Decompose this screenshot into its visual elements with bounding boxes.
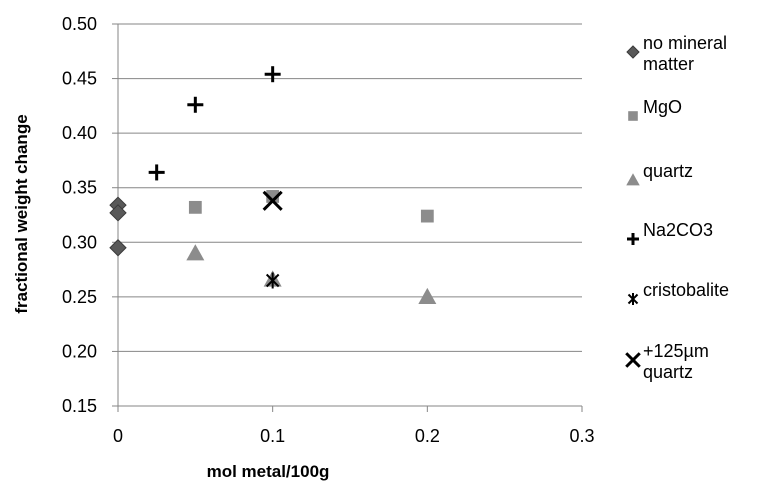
y-tick-labels: 0.15 0.20 0.25 0.30 0.35 0.40 0.45 0.50 — [62, 14, 97, 416]
y-tick-label: 0.40 — [62, 123, 97, 143]
x-stroke — [262, 190, 283, 211]
y-tick-label: 0.15 — [62, 396, 97, 416]
series-x — [262, 190, 283, 211]
data-point — [262, 190, 283, 211]
legend-marker — [627, 293, 639, 305]
legend-label: Na2CO3 — [643, 220, 713, 240]
data-points — [109, 66, 437, 305]
series-diamond — [109, 196, 127, 257]
data-point — [109, 204, 127, 222]
data-point — [418, 287, 437, 305]
data-point — [188, 200, 202, 214]
data-point — [186, 244, 205, 261]
data-point — [420, 209, 434, 223]
data-point — [187, 96, 204, 113]
data-point — [109, 239, 127, 257]
x-stroke — [625, 352, 641, 368]
legend-label: MgO — [643, 97, 682, 117]
series-asterisk — [265, 272, 280, 289]
x-tick-label: 0.2 — [415, 426, 440, 446]
legend-label: cristobalite — [643, 280, 729, 300]
legend-marker — [625, 352, 641, 368]
y-tick-label: 0.50 — [62, 14, 97, 34]
axes — [112, 23, 583, 412]
legend-marker — [627, 233, 639, 245]
legend-label: no mineral — [643, 33, 727, 53]
data-point — [148, 164, 165, 181]
y-axis-title: fractional weight change — [12, 114, 31, 313]
y-tick-label: 0.45 — [62, 69, 97, 89]
legend-label: quartz — [643, 161, 693, 181]
x-tick-label: 0.1 — [260, 426, 285, 446]
x-axis-title: mol metal/100g — [207, 462, 330, 481]
y-tick-label: 0.20 — [62, 341, 97, 361]
gridlines — [118, 23, 582, 407]
x-tick-label: 0.3 — [569, 426, 594, 446]
y-tick-label: 0.30 — [62, 232, 97, 252]
y-tick-label: 0.25 — [62, 287, 97, 307]
legend-marker — [626, 45, 640, 59]
legend-label: matter — [643, 54, 694, 74]
series-plus — [148, 66, 281, 181]
y-tick-label: 0.35 — [62, 178, 97, 198]
data-point — [264, 66, 281, 83]
legend-marker — [626, 173, 640, 186]
legend-label: +125µm — [643, 341, 709, 361]
legend-label: quartz — [643, 362, 693, 382]
x-tick-label: 0 — [113, 426, 123, 446]
series-triangle — [186, 244, 437, 305]
x-tick-labels: 0 0.1 0.2 0.3 — [113, 426, 595, 446]
series-square — [188, 190, 434, 223]
data-point — [265, 272, 280, 289]
legend-marker — [628, 111, 638, 121]
